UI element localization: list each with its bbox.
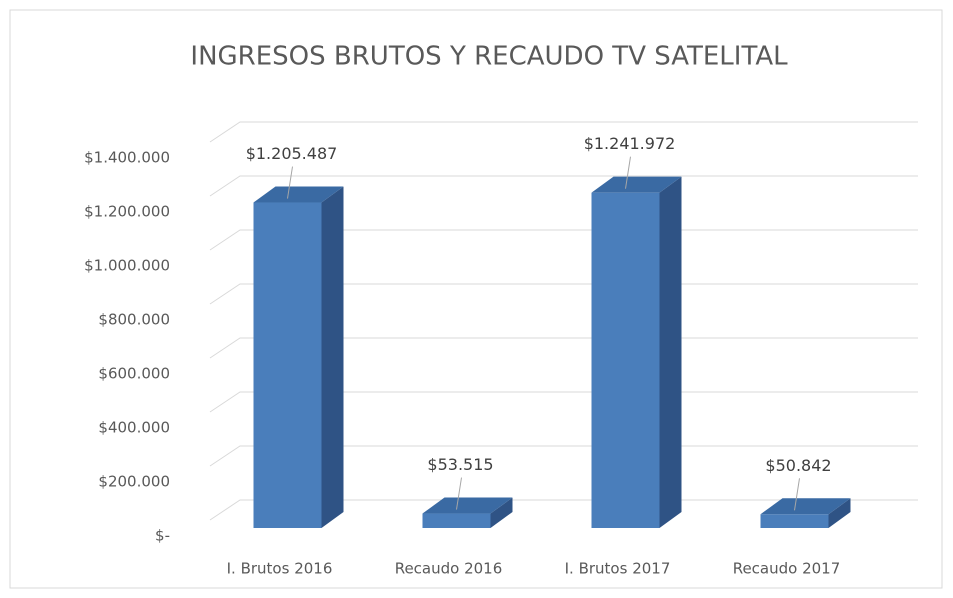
grid-line: [209, 337, 918, 359]
y-tick-label: $1.000.000: [84, 257, 170, 275]
chart-frame: [9, 9, 943, 589]
x-tick-label: Recaudo 2017: [733, 560, 841, 578]
y-tick-label: $1.200.000: [84, 203, 170, 221]
grid-line: [209, 175, 918, 197]
grid-line: [209, 121, 918, 143]
bar-top: [422, 497, 513, 514]
y-tick-label: $1.400.000: [84, 149, 170, 167]
value-label: $1.241.972: [584, 134, 676, 153]
bar-side: [490, 497, 513, 528]
leader-line: [456, 477, 462, 510]
y-tick-label: $-: [155, 527, 170, 545]
bar: [422, 513, 491, 528]
grid-line: [209, 283, 918, 305]
x-tick-label: I. Brutos 2017: [565, 560, 671, 578]
bar: [253, 202, 322, 529]
leader-line: [625, 156, 631, 189]
x-tick-label: Recaudo 2016: [395, 560, 503, 578]
x-tick-label: I. Brutos 2016: [227, 560, 333, 578]
bar-side: [659, 176, 682, 529]
grid-line: [209, 445, 918, 467]
value-label: $50.842: [765, 456, 831, 475]
y-tick-label: $200.000: [98, 473, 170, 491]
bar: [591, 192, 660, 529]
bar-top: [591, 176, 682, 193]
value-label: $53.515: [427, 455, 493, 474]
y-tick-label: $600.000: [98, 365, 170, 383]
bar-top: [253, 186, 344, 203]
bar-side: [828, 498, 851, 528]
grid-line: [209, 229, 918, 251]
chart-title: INGRESOS BRUTOS Y RECAUDO TV SATELITAL: [190, 42, 788, 72]
value-label: $1.205.487: [246, 144, 338, 163]
bar: [760, 514, 829, 528]
grid-line: [209, 499, 918, 521]
grid-line: [209, 391, 918, 413]
y-tick-label: $800.000: [98, 311, 170, 329]
leader-line: [794, 478, 800, 511]
leader-line: [287, 166, 293, 199]
bar-top: [760, 498, 851, 515]
y-tick-label: $400.000: [98, 419, 170, 437]
bar-side: [321, 186, 344, 529]
